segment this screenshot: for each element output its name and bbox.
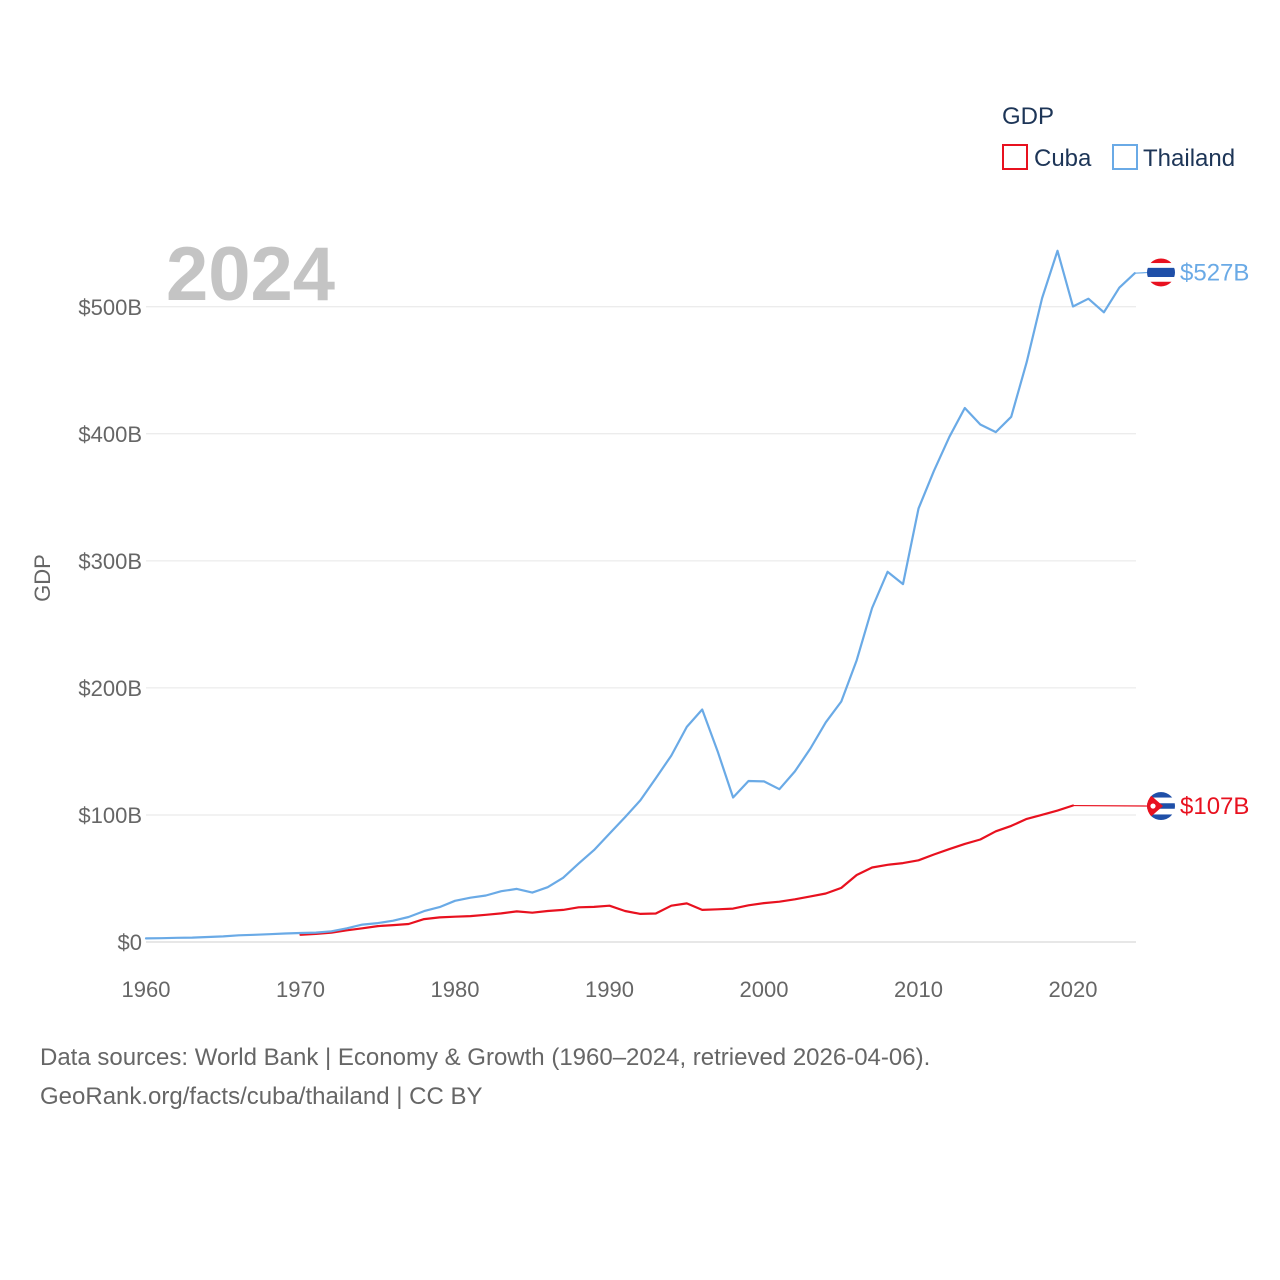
x-axis-ticks: 1960 1970 1980 1990 2000 2010 2020	[122, 977, 1098, 1002]
legend-swatch-cuba	[1002, 144, 1028, 170]
x-tick-label: 2000	[740, 977, 789, 1002]
y-tick-label: $400B	[78, 422, 142, 447]
legend-title: GDP	[1002, 103, 1054, 130]
series-line-cuba	[299, 804, 1075, 936]
series-lines	[144, 249, 1150, 940]
series-line-thailand	[144, 249, 1136, 940]
x-tick-label: 1990	[585, 977, 634, 1002]
y-tick-label: $100B	[78, 803, 142, 828]
x-tick-label: 1980	[431, 977, 480, 1002]
legend: GDP Cuba Thailand	[1002, 103, 1235, 172]
end-label-cuba: $107B	[1180, 793, 1249, 820]
x-tick-label: 1970	[276, 977, 325, 1002]
carry-forward-line-cuba	[1072, 804, 1150, 807]
y-axis-label: GDP	[30, 554, 55, 602]
year-label: 2024	[166, 232, 335, 317]
legend-label-cuba: Cuba	[1034, 145, 1092, 172]
connector-line-thailand	[1134, 271, 1150, 274]
y-tick-label: $200B	[78, 676, 142, 701]
x-tick-label: 1960	[122, 977, 171, 1002]
end-labels: $107B $527B	[1147, 258, 1249, 821]
legend-item-cuba[interactable]: Cuba	[1002, 144, 1092, 172]
y-tick-label: $500B	[78, 295, 142, 320]
end-label-thailand: $527B	[1180, 259, 1249, 286]
y-tick-label: $300B	[78, 549, 142, 574]
cuba-flag-icon	[1147, 792, 1175, 821]
thailand-flag-icon	[1147, 258, 1175, 287]
y-tick-label: $0	[118, 930, 142, 955]
source-url-text: GeoRank.org/facts/cuba/thailand | CC BY	[40, 1083, 483, 1110]
y-axis-ticks: $0 $100B $200B $300B $400B $500B	[78, 295, 142, 955]
grid-lines	[146, 306, 1136, 943]
legend-swatch-thailand	[1112, 144, 1138, 170]
legend-item-thailand[interactable]: Thailand	[1112, 144, 1235, 172]
x-tick-label: 2010	[894, 977, 943, 1002]
legend-label-thailand: Thailand	[1143, 145, 1235, 172]
x-tick-label: 2020	[1049, 977, 1098, 1002]
data-source-text: Data sources: World Bank | Economy & Gro…	[40, 1044, 931, 1071]
